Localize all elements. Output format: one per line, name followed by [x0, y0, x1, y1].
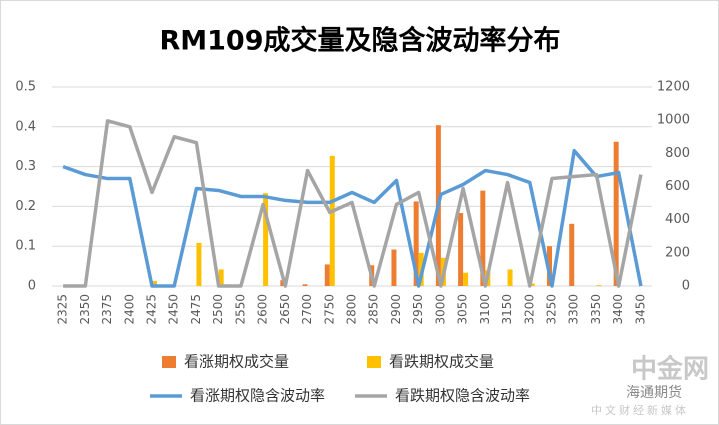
- x-tick-label: 2475: [189, 294, 203, 325]
- bar: [329, 155, 335, 286]
- watermark-brand: 中金网: [631, 354, 709, 385]
- x-tick-label: 2375: [100, 294, 114, 325]
- x-tick-label: 2450: [167, 294, 181, 325]
- bar: [413, 201, 419, 286]
- legend-swatch: [367, 356, 381, 368]
- legend-label: 看涨期权隐含波动率: [190, 387, 325, 405]
- y2-tick-label: 600: [665, 179, 690, 194]
- x-tick-label: 3150: [500, 294, 514, 325]
- legend-label: 看涨期权成交量: [184, 353, 289, 371]
- x-tick-label: 3000: [433, 294, 447, 325]
- x-tick-label: 3300: [567, 294, 581, 325]
- x-tick-label: 2400: [122, 294, 136, 325]
- y-tick-label: 0.2: [15, 199, 36, 214]
- x-tick-label: 2650: [278, 294, 292, 325]
- x-tick-label: 3350: [589, 294, 603, 325]
- bar: [596, 285, 602, 286]
- x-tick-label: 2325: [56, 294, 70, 325]
- x-tick-label: 2950: [411, 294, 425, 325]
- watermark-slogan: 中文财经新媒体: [591, 403, 689, 417]
- x-tick-label: 2750: [322, 294, 336, 325]
- bar: [218, 269, 224, 286]
- x-tick-label: 3250: [545, 294, 559, 325]
- legend-label: 看跌期权隐含波动率: [395, 387, 530, 405]
- line: [62, 148, 643, 288]
- bar: [480, 190, 486, 286]
- watermark-partner: 海通期货: [626, 384, 682, 401]
- y2-tick-label: 1000: [657, 113, 690, 128]
- y2-tick-label: 400: [665, 212, 690, 227]
- x-tick-label: 3100: [478, 294, 492, 325]
- x-tick-label: 3200: [522, 294, 536, 325]
- bar: [613, 141, 619, 286]
- legend-label: 看跌期权成交量: [389, 353, 494, 371]
- chart-title: RM109成交量及隐含波动率分布: [159, 25, 560, 57]
- bar: [507, 269, 513, 286]
- y2-tick-label: 1200: [657, 80, 690, 95]
- x-tick-label: 3450: [633, 294, 647, 325]
- x-tick-label: 3400: [611, 294, 625, 325]
- y2-tick-label: 0: [682, 279, 690, 294]
- bar: [529, 283, 535, 286]
- bar: [463, 272, 469, 286]
- y-tick-label: 0.5: [15, 80, 36, 95]
- bar: [569, 223, 575, 286]
- bar: [152, 281, 157, 286]
- y-tick-label: 0.4: [15, 119, 36, 134]
- x-tick-label: 2600: [256, 294, 270, 325]
- bar: [196, 242, 202, 286]
- x-tick-label: 2800: [345, 294, 359, 325]
- x-tick-label: 2700: [300, 294, 314, 325]
- y2-tick-label: 200: [665, 245, 690, 260]
- bar: [263, 193, 269, 286]
- bar: [302, 284, 308, 286]
- x-tick-label: 2550: [233, 294, 247, 325]
- bar: [391, 249, 397, 286]
- legend-swatch: [162, 356, 176, 368]
- x-tick-label: 2500: [211, 294, 225, 325]
- line: [63, 119, 643, 288]
- x-tick-label: 2425: [145, 294, 159, 325]
- y2-tick-label: 800: [665, 146, 690, 161]
- x-tick-label: 3050: [456, 294, 470, 325]
- x-tick-label: 2900: [389, 294, 403, 325]
- bar: [324, 264, 330, 286]
- x-tick-label: 2850: [367, 294, 381, 325]
- y-tick-label: 0.3: [15, 159, 36, 174]
- y-tick-label: 0.1: [15, 239, 36, 254]
- y-tick-label: 0: [28, 279, 36, 294]
- x-tick-label: 2350: [78, 294, 92, 325]
- bar: [458, 213, 464, 286]
